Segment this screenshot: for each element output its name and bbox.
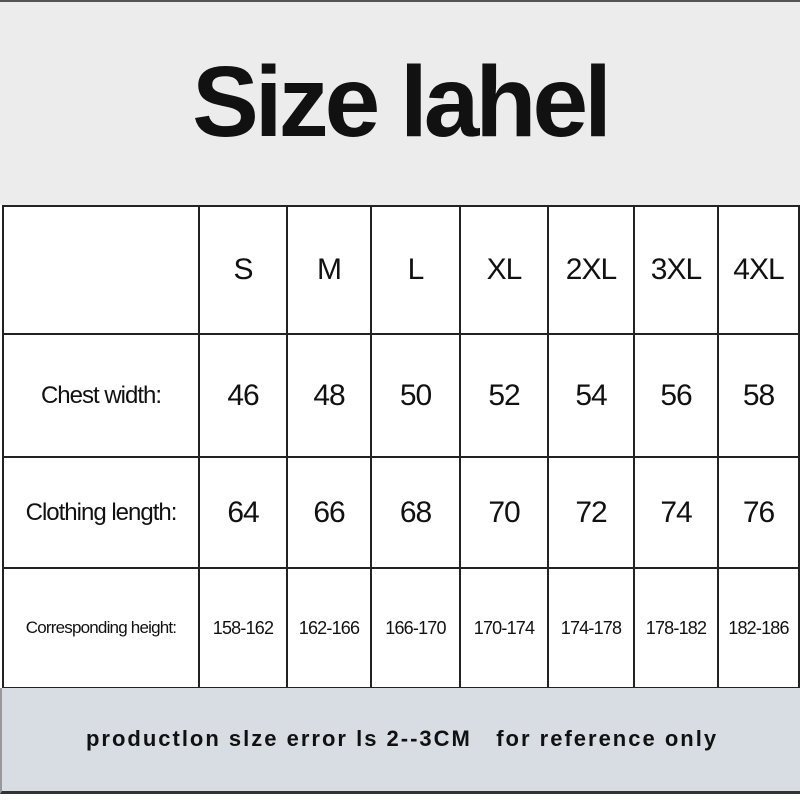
table-cell: 178-182 xyxy=(633,567,719,689)
table-cell: 170-174 xyxy=(459,567,549,689)
table-cell: 70 xyxy=(459,456,549,569)
table-cell: 58 xyxy=(717,333,800,458)
table-cell: 182-186 xyxy=(717,567,800,689)
footer-text: productlon slze error ls 2--3CM for refe… xyxy=(85,726,719,751)
size-header: 4XL xyxy=(717,205,800,335)
size-table: S M L XL 2XL 3XL 4XL Chest width: 46 48 … xyxy=(2,205,800,689)
row-label: Corresponding height: xyxy=(2,567,200,689)
table-row: Clothing length: 64 66 68 70 72 74 76 xyxy=(2,456,800,569)
size-header: 3XL xyxy=(633,205,719,335)
table-cell: 48 xyxy=(286,333,372,458)
size-header: M xyxy=(286,205,372,335)
size-header: L xyxy=(370,205,461,335)
size-header: 2XL xyxy=(547,205,635,335)
table-cell: 166-170 xyxy=(370,567,461,689)
table-row: Corresponding height: 158-162 162-166 16… xyxy=(2,567,800,689)
table-cell: 52 xyxy=(459,333,549,458)
table-cell: 158-162 xyxy=(198,567,288,689)
table-cell: 76 xyxy=(717,456,800,569)
table-header-row: S M L XL 2XL 3XL 4XL xyxy=(2,205,800,335)
size-header: S xyxy=(198,205,288,335)
table-cell: 64 xyxy=(198,456,288,569)
table-cell: 174-178 xyxy=(547,567,635,689)
row-label: Clothing length: xyxy=(2,456,200,569)
table-cell: 54 xyxy=(547,333,635,458)
table-cell: 74 xyxy=(633,456,719,569)
title-band: Size lahel xyxy=(0,0,800,205)
row-label: Chest width: xyxy=(2,333,200,458)
page-title: Size lahel xyxy=(192,46,612,158)
table-cell: 66 xyxy=(286,456,372,569)
table-cell: 46 xyxy=(198,333,288,458)
table-cell: 68 xyxy=(370,456,461,569)
table-cell: 162-166 xyxy=(286,567,372,689)
table-cell: 56 xyxy=(633,333,719,458)
size-header: XL xyxy=(459,205,549,335)
footer-note: productlon slze error ls 2--3CM for refe… xyxy=(0,688,800,794)
table-row: Chest width: 46 48 50 52 54 56 58 xyxy=(2,333,800,458)
table-cell: 50 xyxy=(370,333,461,458)
table-cell: 72 xyxy=(547,456,635,569)
empty-header-cell xyxy=(2,205,200,335)
